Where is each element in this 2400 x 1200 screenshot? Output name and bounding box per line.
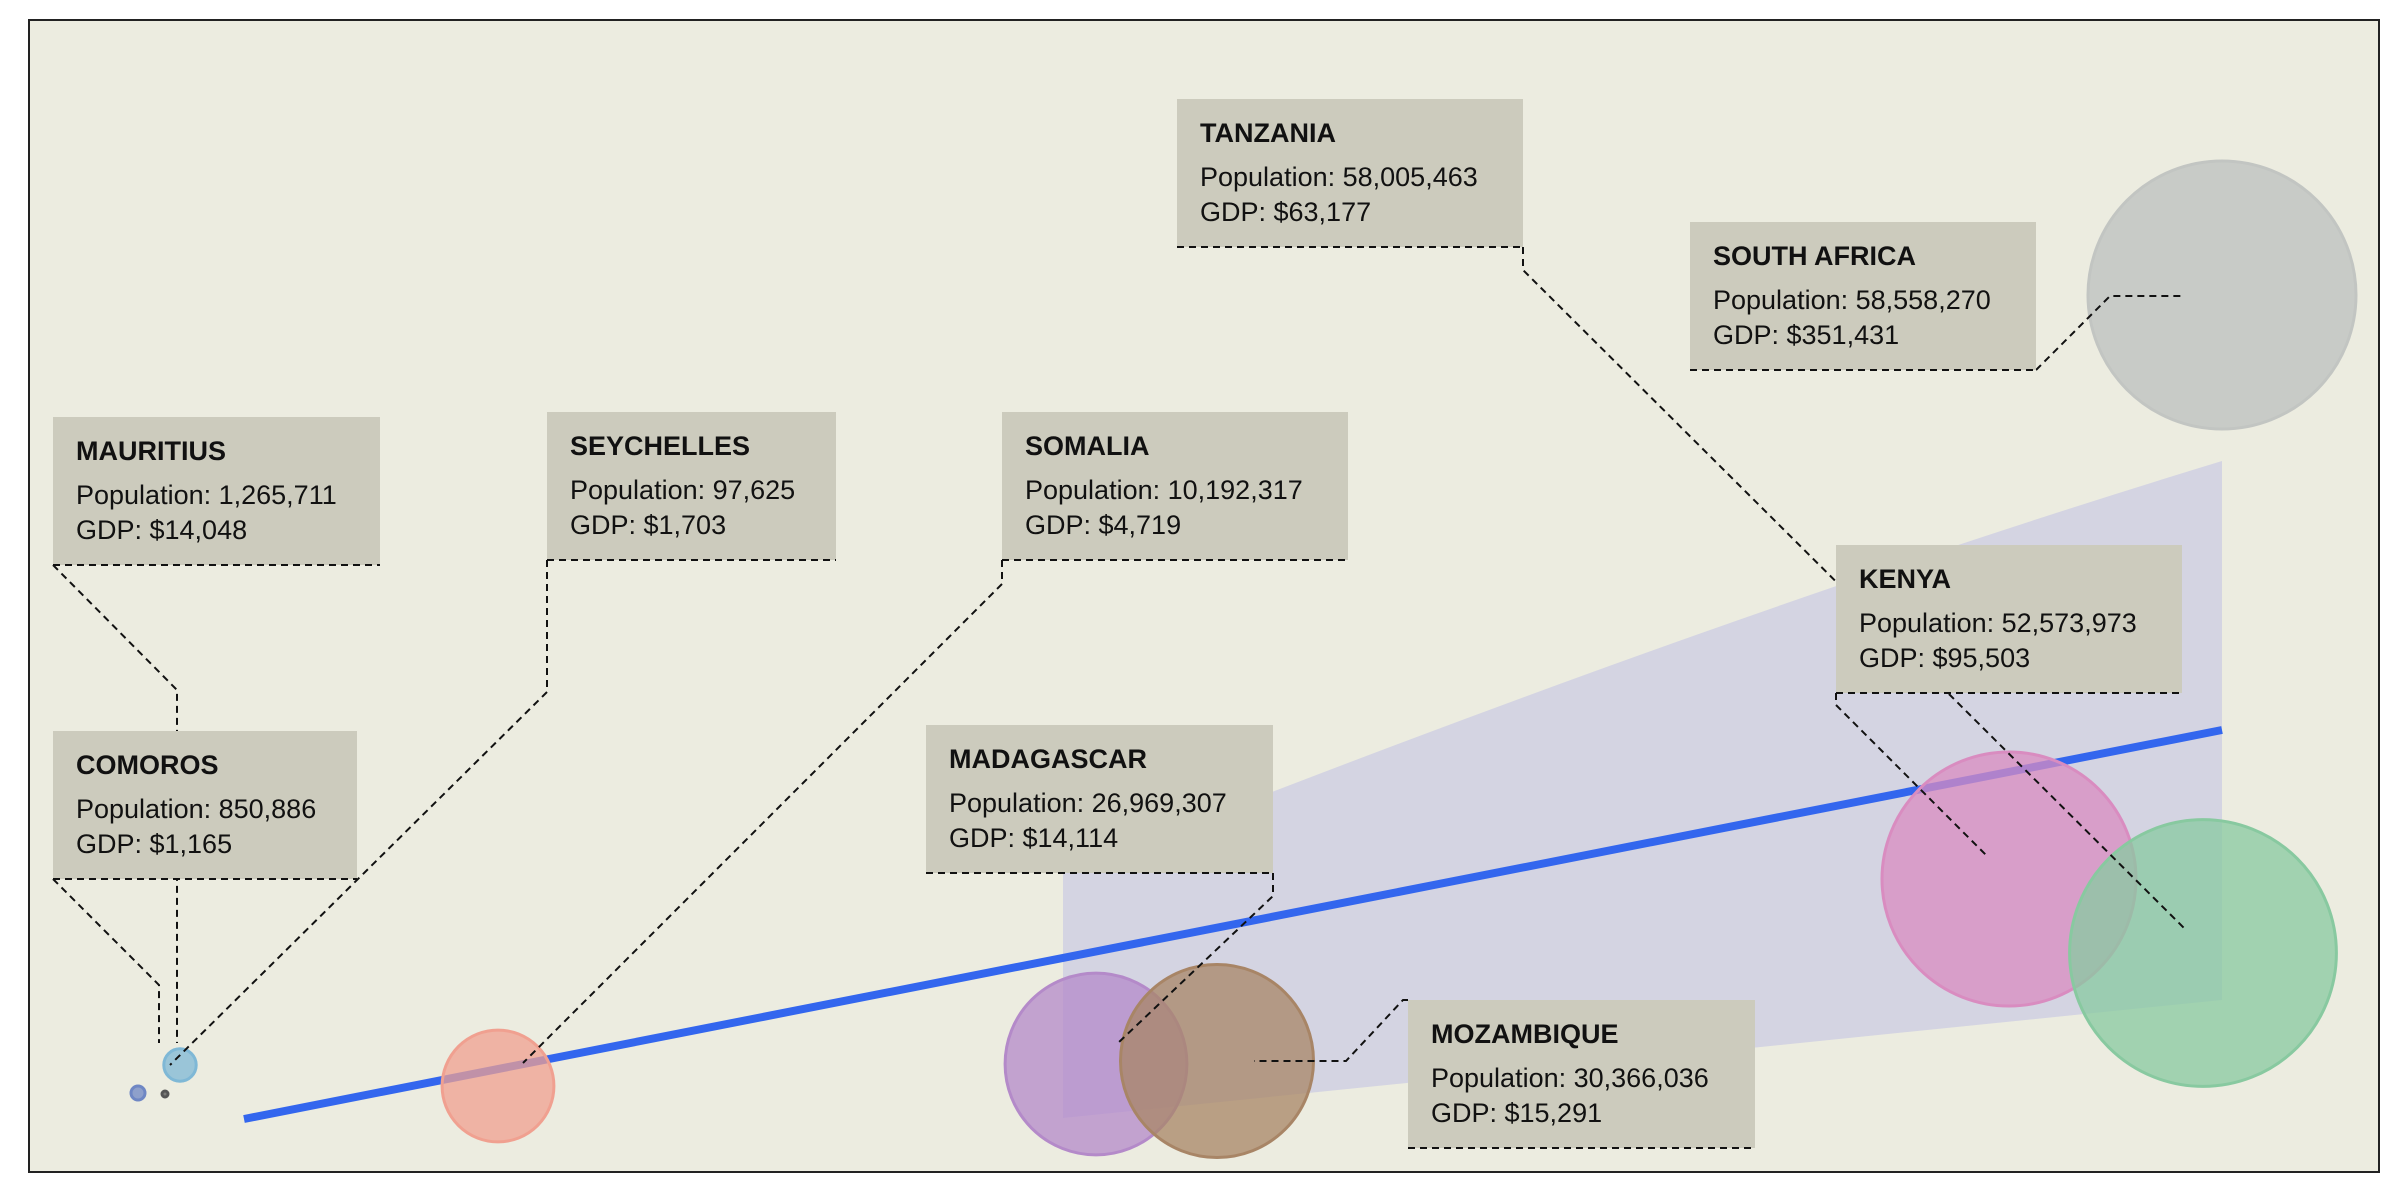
label-gdp-south-africa: GDP: $351,431 [1713, 320, 1899, 350]
label-box-kenya [1836, 545, 2182, 693]
label-name-seychelles: SEYCHELLES [570, 431, 750, 461]
bubble-seychelles[interactable] [160, 1089, 170, 1099]
leader-line-mozambique [1254, 999, 1408, 1062]
label-box-madagascar [926, 725, 1273, 873]
label-name-mozambique: MOZAMBIQUE [1431, 1019, 1618, 1049]
label-name-mauritius: MAURITIUS [76, 436, 226, 466]
label-mozambique: MOZAMBIQUE Population: 30,366,036 GDP: $15… [1408, 1000, 1755, 1149]
bubble-south-africa[interactable] [2086, 159, 2358, 431]
label-gdp-mauritius: GDP: $14,048 [76, 515, 247, 545]
label-population-kenya: Population: 52,573,973 [1859, 608, 2137, 638]
label-gdp-kenya: GDP: $95,503 [1859, 643, 2030, 673]
label-gdp-tanzania: GDP: $63,177 [1200, 197, 1371, 227]
label-population-seychelles: Population: 97,625 [570, 475, 795, 505]
leader-lines-layer [52, 247, 2186, 1066]
label-population-comoros: Population: 850,886 [76, 794, 316, 824]
labels-layer: MAURITIUS Population: 1,265,711 GDP: $14,0… [53, 99, 2182, 1149]
leader-line-comoros [52, 878, 160, 1043]
label-name-comoros: COMOROS [76, 750, 219, 780]
label-box-tanzania [1177, 99, 1523, 247]
label-population-somalia: Population: 10,192,317 [1025, 475, 1303, 505]
label-mauritius: MAURITIUS Population: 1,265,711 GDP: $14,0… [53, 417, 380, 566]
bubble-somalia[interactable] [440, 1028, 556, 1144]
label-gdp-seychelles: GDP: $1,703 [570, 510, 726, 540]
label-box-mozambique [1408, 1000, 1755, 1148]
bubbles-layer [129, 159, 2358, 1159]
label-gdp-madagascar: GDP: $14,114 [949, 823, 1118, 853]
label-gdp-comoros: GDP: $1,165 [76, 829, 232, 859]
label-seychelles: SEYCHELLES Population: 97,625 GDP: $1,703 [547, 412, 836, 561]
label-name-somalia: SOMALIA [1025, 431, 1150, 461]
label-south-africa: SOUTH AFRICA Population: 58,558,270 GDP: $… [1690, 222, 2036, 371]
label-box-seychelles [547, 412, 836, 560]
bubble-mauritius[interactable] [129, 1084, 147, 1102]
label-somalia: SOMALIA Population: 10,192,317 GDP: $4,719 [1002, 412, 1348, 561]
label-box-south-africa [1690, 222, 2036, 370]
label-kenya: KENYA Population: 52,573,973 GDP: $95,503 [1836, 545, 2182, 694]
leader-line-mauritius [52, 564, 178, 1043]
label-tanzania: TANZANIA Population: 58,005,463 GDP: $63,1… [1177, 99, 1523, 248]
trend-line [243, 726, 2223, 1123]
label-box-comoros [53, 731, 357, 879]
bubble-tanzania[interactable] [2068, 818, 2338, 1088]
label-population-tanzania: Population: 58,005,463 [1200, 162, 1478, 192]
label-name-madagascar: MADAGASCAR [949, 744, 1147, 774]
label-madagascar: MADAGASCAR Population: 26,969,307 GDP: $14… [926, 725, 1273, 874]
label-box-somalia [1002, 412, 1348, 560]
label-comoros: COMOROS Population: 850,886 GDP: $1,165 [53, 731, 357, 880]
label-population-madagascar: Population: 26,969,307 [949, 788, 1227, 818]
label-name-tanzania: TANZANIA [1200, 118, 1336, 148]
leader-line-somalia [522, 560, 1003, 1064]
leader-line-kenya [1835, 693, 1988, 857]
label-name-kenya: KENYA [1859, 564, 1951, 594]
label-population-south-africa: Population: 58,558,270 [1713, 285, 1991, 315]
label-population-mozambique: Population: 30,366,036 [1431, 1063, 1709, 1093]
label-box-mauritius [53, 417, 380, 565]
label-gdp-somalia: GDP: $4,719 [1025, 510, 1181, 540]
bubble-comoros[interactable] [162, 1047, 198, 1083]
leader-line-seychelles [169, 560, 548, 1066]
label-name-south-africa: SOUTH AFRICA [1713, 241, 1916, 271]
label-population-mauritius: Population: 1,265,711 [76, 480, 337, 510]
label-gdp-mozambique: GDP: $15,291 [1431, 1098, 1602, 1128]
